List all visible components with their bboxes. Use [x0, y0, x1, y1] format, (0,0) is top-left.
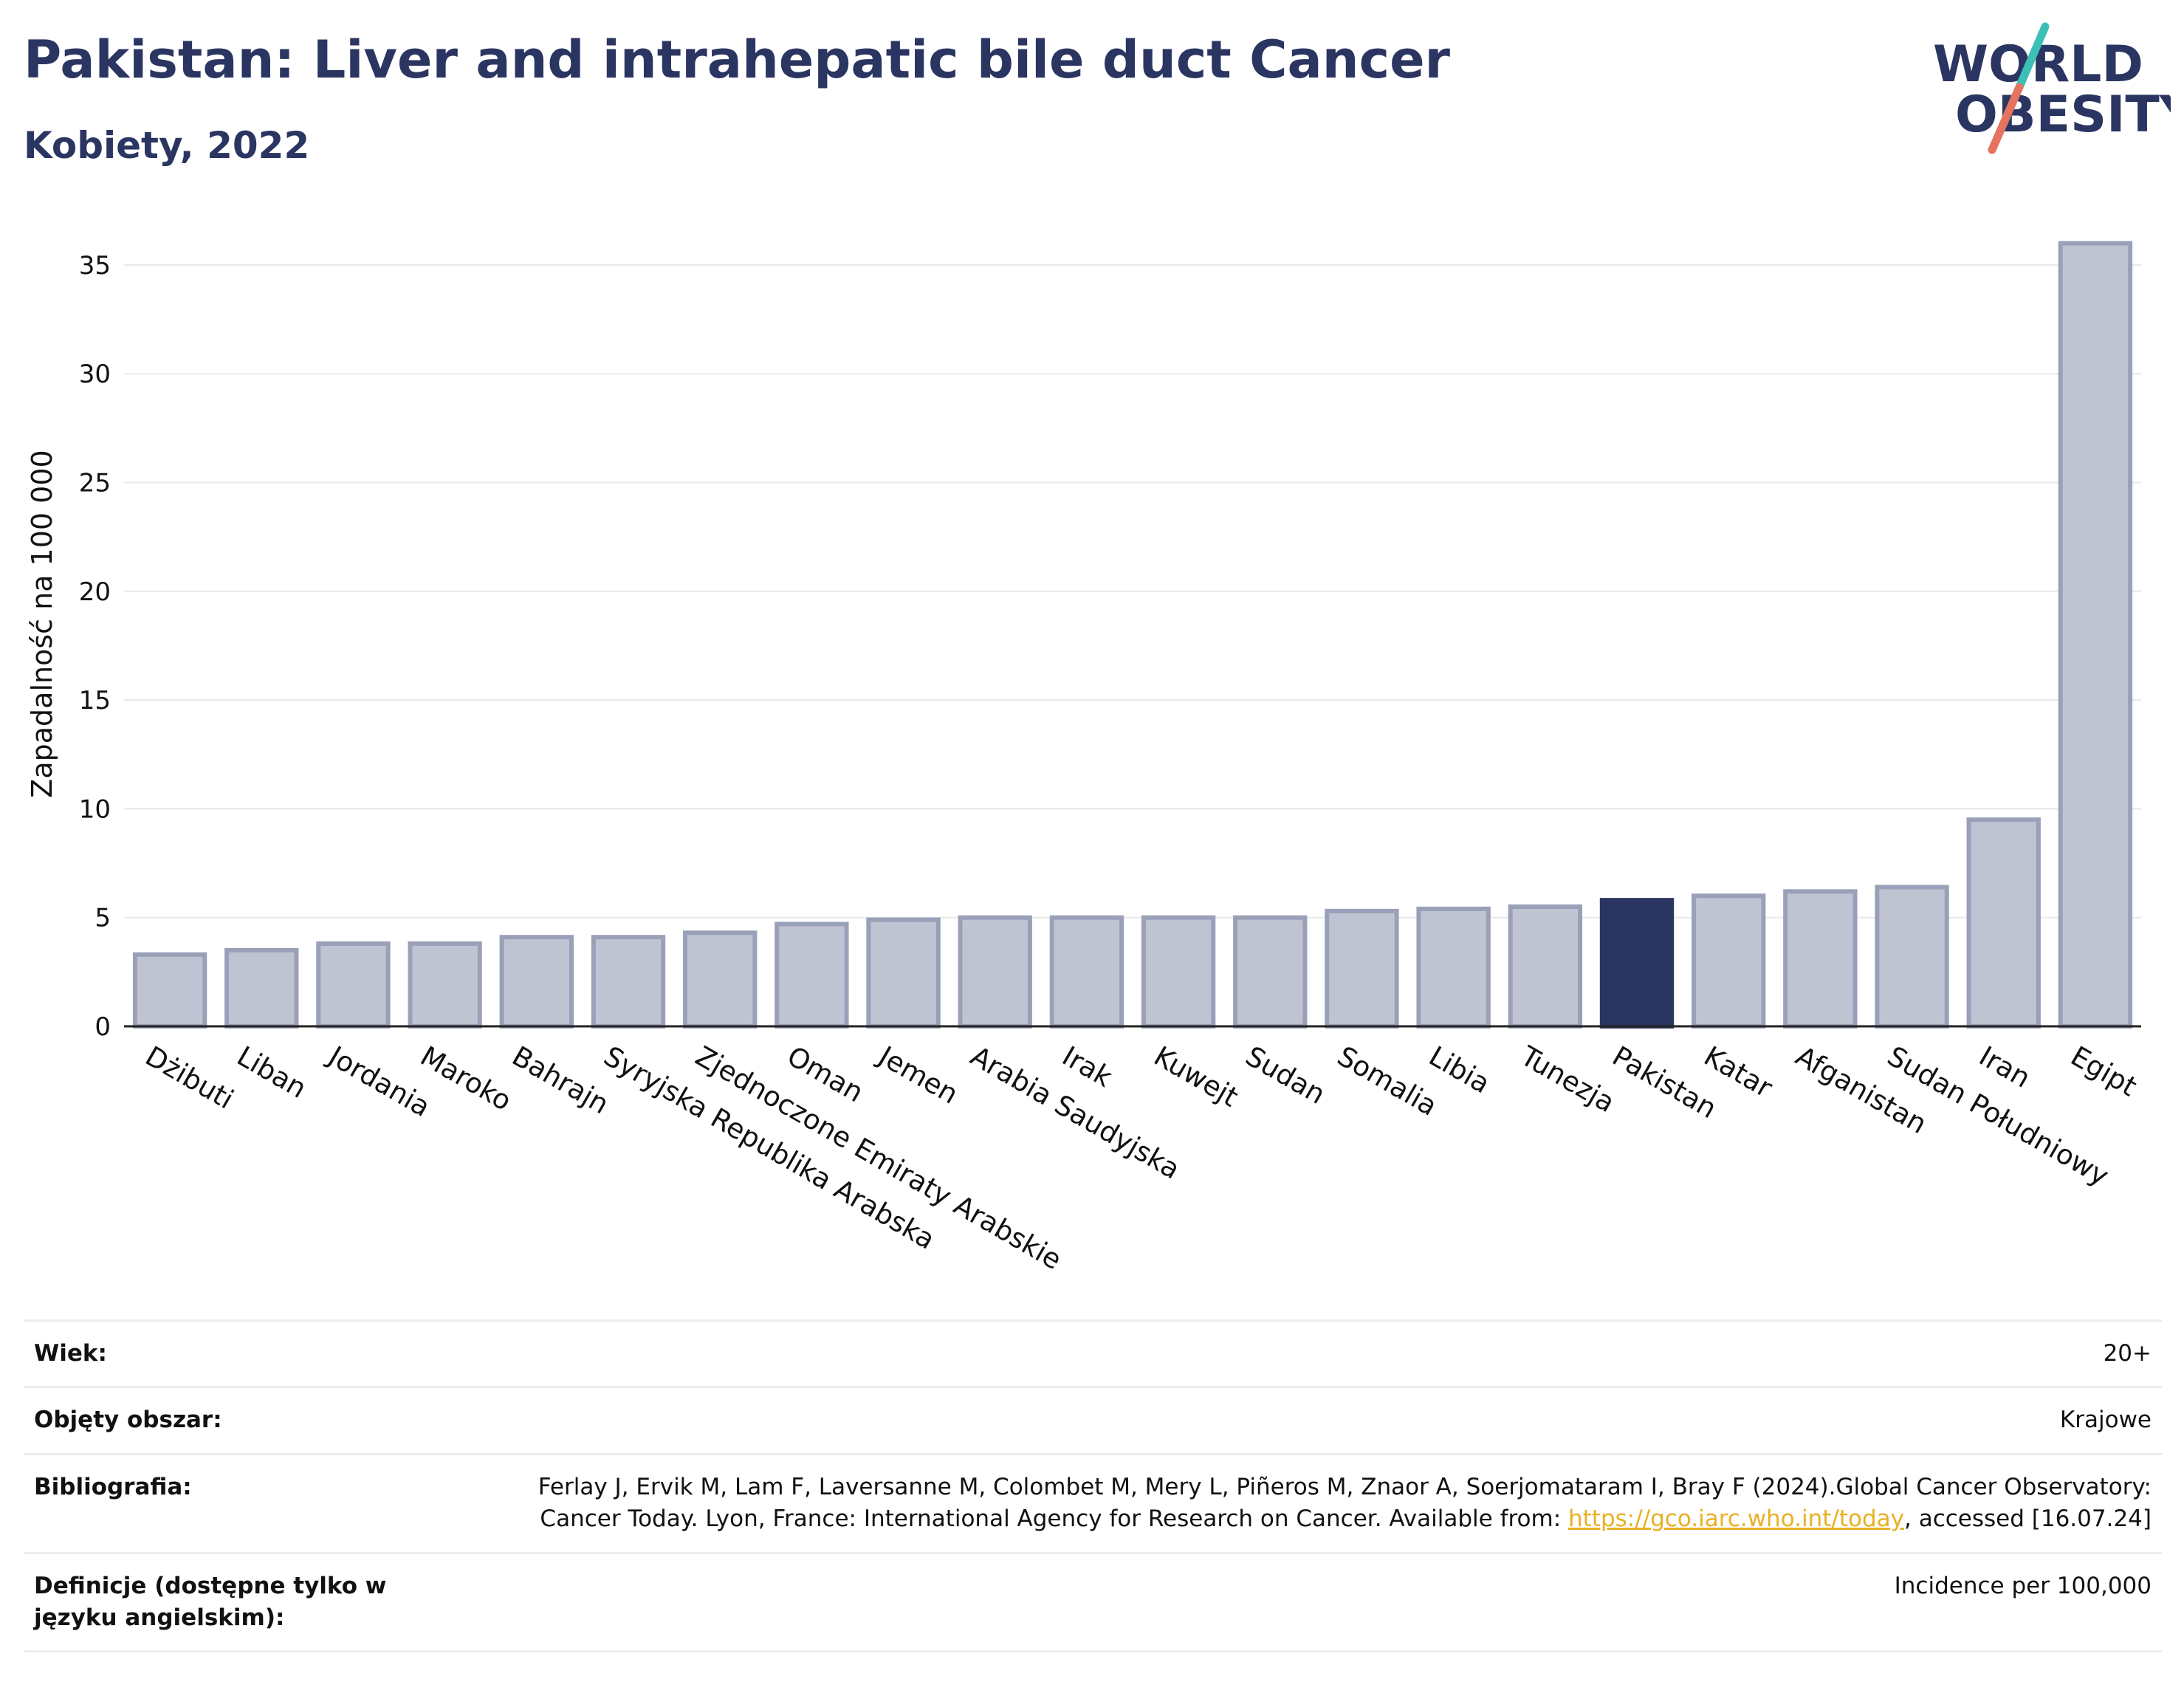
meta-key: Definicje (dostępne tylko w języku angie…	[24, 1551, 487, 1653]
x-tick-label: Liban	[232, 1040, 312, 1105]
bar-18[interactable]	[1691, 893, 1766, 1029]
bar-17[interactable]	[1599, 898, 1675, 1029]
x-tick-label: Maroko	[415, 1040, 517, 1117]
bar-14[interactable]	[1325, 908, 1399, 1029]
metadata-table: Wiek: 20+ Objęty obszar: Krajowe Bibliog…	[24, 1319, 2162, 1653]
bar-7[interactable]	[682, 930, 758, 1029]
bar-10[interactable]	[958, 915, 1032, 1029]
x-tick-label: Dżibuti	[140, 1040, 239, 1116]
bar-20[interactable]	[1875, 885, 1949, 1029]
x-tick-label: Tunezja	[1514, 1040, 1620, 1119]
x-tick-label: Jordania	[322, 1040, 436, 1124]
meta-row-area: Objęty obszar: Krajowe	[24, 1386, 2162, 1455]
logo-word-obesity: OBESITY	[1955, 86, 2171, 144]
bar-6[interactable]	[591, 935, 666, 1029]
bars	[132, 241, 2133, 1029]
meta-key: Objęty obszar:	[24, 1386, 487, 1455]
bar-4[interactable]	[408, 941, 482, 1029]
bar-13[interactable]	[1233, 915, 1308, 1029]
bibliography-accessed: , accessed [16.07.24]	[1903, 1506, 2152, 1533]
bibliography-text: Ferlay J, Ervik M, Lam F, Laversanne M, …	[538, 1473, 2152, 1533]
y-tick-label: 35	[79, 251, 111, 281]
bar-19[interactable]	[1783, 889, 1858, 1029]
meta-key: Wiek:	[24, 1319, 487, 1387]
chart-title: Pakistan: Liver and intrahepatic bile du…	[24, 30, 1451, 90]
bar-11[interactable]	[1049, 915, 1124, 1029]
meta-value: Incidence per 100,000	[487, 1551, 2162, 1653]
x-tick-label: Egipt	[2065, 1040, 2142, 1103]
bar-21[interactable]	[1966, 817, 2041, 1029]
meta-key: Bibliografia:	[24, 1452, 487, 1553]
meta-row-definitions: Definicje (dostępne tylko w języku angie…	[24, 1551, 2162, 1653]
bar-1[interactable]	[132, 952, 207, 1029]
meta-row-age: Wiek: 20+	[24, 1319, 2162, 1387]
logo-slash-bottom	[1988, 83, 2024, 154]
x-tick-label: Pakistan	[1607, 1040, 1723, 1125]
bar-9[interactable]	[866, 917, 941, 1029]
source-link[interactable]: https://gco.iarc.who.int/today	[1568, 1506, 1904, 1533]
x-tick-label: Bahrajn	[506, 1040, 614, 1121]
x-tick-label: Kuwejt	[1149, 1040, 1244, 1113]
meta-row-bibliography: Bibliografia: Ferlay J, Ervik M, Lam F, …	[24, 1452, 2162, 1553]
bar-16[interactable]	[1508, 904, 1583, 1029]
y-tick-label: 20	[79, 577, 111, 607]
x-tick-label: Iran	[1974, 1040, 2036, 1094]
bar-12[interactable]	[1141, 915, 1216, 1029]
bar-22[interactable]	[2058, 241, 2133, 1029]
y-tick-label: 0	[95, 1012, 111, 1042]
grid-lines	[124, 264, 2141, 919]
bar-2[interactable]	[224, 947, 299, 1029]
y-tick-label: 10	[79, 794, 111, 824]
chart-subtitle: Kobiety, 2022	[24, 124, 310, 167]
bar-8[interactable]	[775, 921, 849, 1029]
y-tick-label: 30	[79, 360, 111, 389]
x-tick-label: Sudan	[1240, 1040, 1330, 1111]
y-tick-label: 25	[79, 469, 111, 498]
bar-15[interactable]	[1416, 906, 1491, 1029]
meta-value: Ferlay J, Ervik M, Lam F, Laversanne M, …	[487, 1452, 2162, 1553]
meta-value: 20+	[487, 1319, 2162, 1387]
x-tick-label: Irak	[1057, 1040, 1118, 1094]
y-axis-ticks: 0 5 10 15 20 25 30 35	[79, 251, 111, 1042]
logo-slash-top	[2015, 22, 2050, 92]
y-tick-label: 15	[79, 686, 111, 715]
world-obesity-logo: WORLD OBESITY	[1933, 22, 2171, 154]
bar-3[interactable]	[316, 941, 391, 1029]
y-axis-title: Zapadalność na 100 000	[26, 450, 58, 797]
x-tick-label: Somalia	[1332, 1040, 1443, 1122]
bar-5[interactable]	[499, 935, 574, 1029]
meta-value: Krajowe	[487, 1386, 2162, 1455]
y-tick-label: 5	[95, 904, 111, 933]
x-tick-label: Jemen	[872, 1040, 964, 1110]
